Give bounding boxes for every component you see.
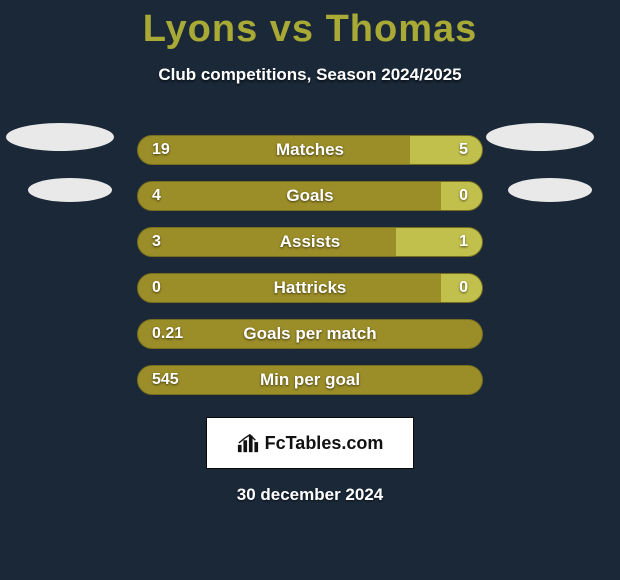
- stat-row: 0.21 Goals per match: [0, 311, 620, 357]
- stat-row: 3 Assists 1: [0, 219, 620, 265]
- stat-value-left: 19: [152, 141, 170, 159]
- player-avatar: [508, 178, 592, 202]
- branding-text: FcTables.com: [265, 433, 384, 454]
- stat-value-left: 4: [152, 187, 161, 205]
- stat-label: Hattricks: [274, 278, 347, 298]
- stat-bar-right-fill: [410, 136, 482, 164]
- stat-bar: 0.21 Goals per match: [137, 319, 483, 349]
- stat-label: Goals per match: [243, 324, 376, 344]
- stat-bar: 3 Assists 1: [137, 227, 483, 257]
- stat-value-left: 3: [152, 233, 161, 251]
- stat-value-right: 0: [459, 187, 468, 205]
- stat-row: 0 Hattricks 0: [0, 265, 620, 311]
- stat-bar-right-fill: [396, 228, 482, 256]
- player-avatar: [6, 123, 114, 151]
- stat-row: 545 Min per goal: [0, 357, 620, 403]
- stat-value-left: 545: [152, 371, 179, 389]
- stat-bar: 0 Hattricks 0: [137, 273, 483, 303]
- stat-value-left: 0: [152, 279, 161, 297]
- page-title: Lyons vs Thomas: [0, 0, 620, 51]
- branding-chart-icon: [237, 433, 259, 453]
- stat-bar: 19 Matches 5: [137, 135, 483, 165]
- date-text: 30 december 2024: [0, 485, 620, 505]
- stat-label: Matches: [276, 140, 344, 160]
- stats-container: 19 Matches 5 4 Goals 0 3 Assists 1 0 Hattricks 0 0.2…: [0, 127, 620, 403]
- stat-label: Min per goal: [260, 370, 360, 390]
- stat-label: Goals: [286, 186, 333, 206]
- stat-value-right: 5: [459, 141, 468, 159]
- stat-label: Assists: [280, 232, 340, 252]
- stat-value-right: 1: [459, 233, 468, 251]
- stat-value-left: 0.21: [152, 325, 183, 343]
- subtitle: Club competitions, Season 2024/2025: [0, 65, 620, 85]
- player-avatar: [486, 123, 594, 151]
- stat-bar: 4 Goals 0: [137, 181, 483, 211]
- player-avatar: [28, 178, 112, 202]
- branding-box[interactable]: FcTables.com: [206, 417, 414, 469]
- stat-value-right: 0: [459, 279, 468, 297]
- stat-bar: 545 Min per goal: [137, 365, 483, 395]
